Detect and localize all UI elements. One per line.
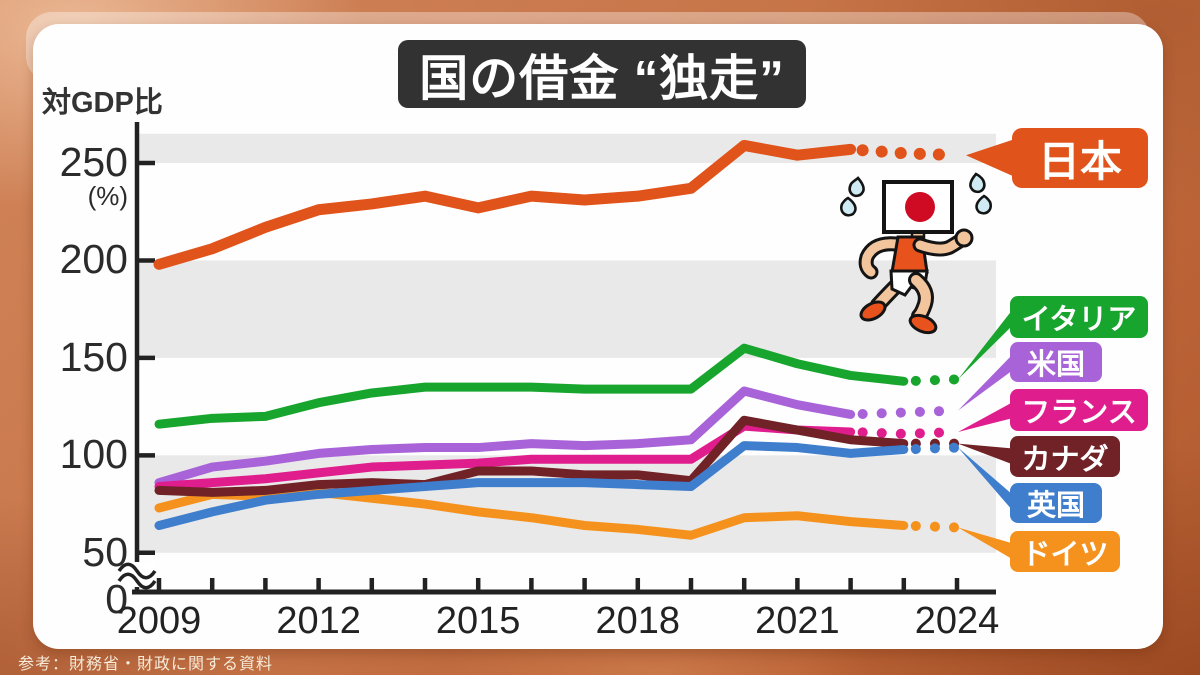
country-label-germany: ドイツ xyxy=(1010,531,1120,572)
runner-back-arm xyxy=(861,239,901,277)
watermark xyxy=(110,115,205,132)
runner-back-shoe xyxy=(859,300,887,322)
country-label-france: フランス xyxy=(1010,389,1148,431)
series-line-italy xyxy=(154,343,909,429)
leader-canada xyxy=(958,443,1013,465)
country-label-uk: 英国 xyxy=(1010,483,1102,523)
axis-break-squiggle xyxy=(117,572,157,590)
chart-title: 国の借金 “独走” xyxy=(398,40,806,108)
source-note: 参考：財務省・財政に関する資料 xyxy=(18,656,274,673)
y-tick-label: 50 xyxy=(82,528,128,575)
x-tick-label: 2021 xyxy=(755,600,840,642)
series-dots-italy xyxy=(898,374,962,387)
series-line-uk xyxy=(154,441,909,531)
y-tick-label: 100 xyxy=(59,431,128,478)
country-label-canada: カナダ xyxy=(1010,436,1120,477)
runner-front-shoe xyxy=(908,313,938,335)
sweat-drops-right xyxy=(969,172,992,215)
axis-break-squiggle xyxy=(117,562,157,580)
japan-flag-sun xyxy=(905,192,935,222)
country-label-italy: イタリア xyxy=(1010,296,1148,338)
series-line-canada xyxy=(154,415,909,497)
leader-uk xyxy=(958,447,1013,511)
country-label-japan: 日本 xyxy=(1012,128,1148,188)
y-unit-label: (%) xyxy=(87,181,128,211)
y-axis-title: 対GDP比 xyxy=(42,87,163,119)
y-tick-label: 150 xyxy=(59,333,128,380)
series-line-japan xyxy=(153,139,857,270)
runner-fist xyxy=(954,228,974,248)
x-tick-label: 2024 xyxy=(914,600,1000,642)
series-dots-france xyxy=(845,426,962,439)
series-dots-germany xyxy=(898,520,962,533)
x-tick-label: 2009 xyxy=(116,600,202,642)
series-dots-uk xyxy=(898,442,962,455)
leader-usa xyxy=(958,354,1013,411)
series-line-usa xyxy=(154,386,856,488)
y-tick-label: 200 xyxy=(59,236,128,283)
grid-band xyxy=(137,260,996,358)
x-tick-label: 2015 xyxy=(435,600,521,642)
runner-illustration xyxy=(840,172,992,335)
leader-france xyxy=(958,402,1013,432)
country-label-usa: 米国 xyxy=(1010,342,1102,382)
x-tick-label: 2018 xyxy=(595,600,681,642)
x-tick-label: 2012 xyxy=(276,600,361,642)
series-dots-japan xyxy=(844,143,963,162)
y-zero-label: 0 xyxy=(105,576,128,622)
chart-title-text: 国の借金 “独走” xyxy=(419,51,785,106)
series-dots-usa xyxy=(845,405,962,420)
leader-italy xyxy=(958,309,1013,380)
leader-japan xyxy=(966,139,1015,177)
y-tick-label: 250 xyxy=(59,139,128,185)
leader-germany xyxy=(958,527,1013,560)
sweat-drops-left xyxy=(840,176,865,217)
